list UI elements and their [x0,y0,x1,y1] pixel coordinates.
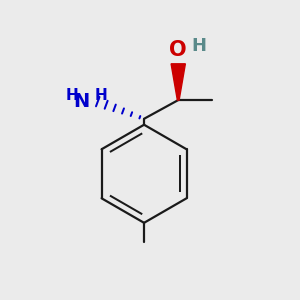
Polygon shape [171,64,185,100]
Text: H: H [95,88,108,103]
Text: H: H [66,88,79,103]
Text: H: H [191,37,206,55]
Text: N: N [73,92,89,111]
Text: O: O [169,40,187,60]
